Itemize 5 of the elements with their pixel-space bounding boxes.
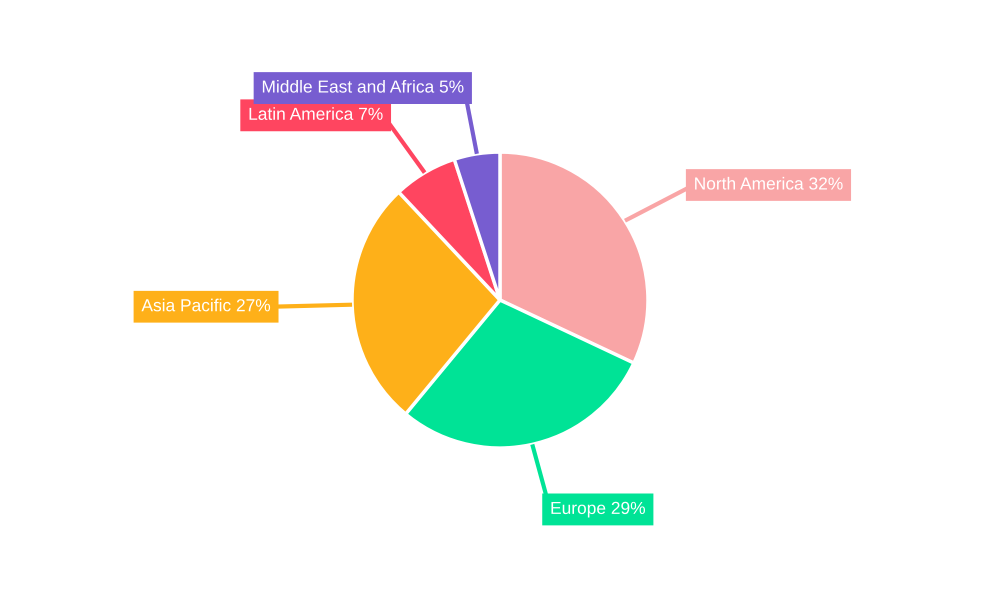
slice-label: Asia Pacific 27% <box>141 298 270 312</box>
slice-label: Middle East and Africa 5% <box>262 80 464 93</box>
slice-label: Europe 29% <box>551 502 645 518</box>
slice-label: Latin America 7% <box>250 107 383 120</box>
slice-label: North America 32% <box>695 176 843 190</box>
